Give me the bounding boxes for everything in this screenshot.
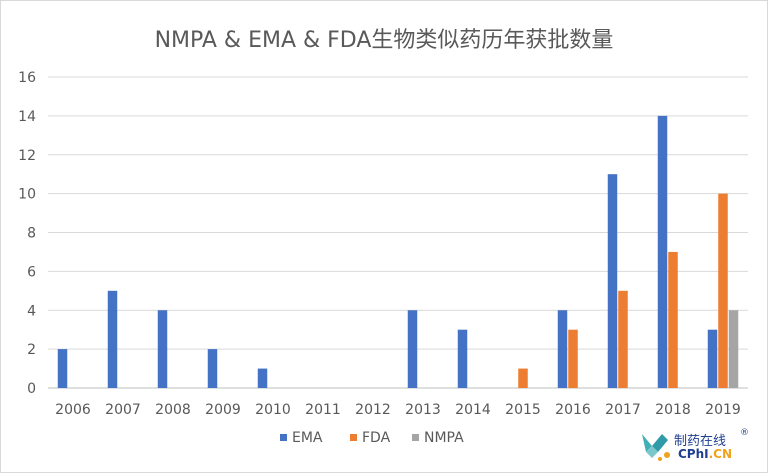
bar-ema-2013 [407, 310, 418, 388]
bar-ema-2014 [457, 329, 468, 388]
x-tick-label: 2014 [455, 402, 491, 418]
bar-ema-2009 [207, 349, 218, 388]
y-tick-label: 0 [27, 381, 36, 397]
logo-text-en: CPhI.CN [678, 447, 732, 461]
legend-swatch-fda [350, 434, 357, 441]
x-tick-label: 2013 [405, 402, 441, 418]
legend-swatch-ema [280, 434, 287, 441]
y-tick-label: 12 [18, 148, 36, 164]
x-tick-label: 2007 [105, 402, 141, 418]
bar-nmpa-2019 [728, 310, 739, 388]
y-tick-label: 4 [27, 303, 36, 319]
x-tick-label: 2011 [305, 402, 341, 418]
x-tick-label: 2010 [255, 402, 291, 418]
x-tick-label: 2018 [655, 402, 691, 418]
x-tick-label: 2008 [155, 402, 191, 418]
bar-ema-2008 [157, 310, 168, 388]
bar-fda-2015 [518, 368, 528, 388]
bar-ema-2019 [707, 329, 718, 388]
y-tick-label: 16 [18, 70, 36, 86]
cphi-logo: 制药在线 ® CPhI.CN [640, 428, 760, 464]
bars [57, 115, 739, 388]
legend-swatch-nmpa [412, 434, 419, 441]
cphi-logo-icon [642, 434, 670, 461]
bar-ema-2007 [107, 290, 118, 388]
x-tick-label: 2017 [605, 402, 641, 418]
y-tick-label: 14 [18, 109, 36, 125]
bar-ema-2010 [257, 368, 268, 388]
x-axis-ticks: 2006 2007 2008 2009 2010 2011 2012 2013 2014 2015… [55, 402, 741, 418]
bar-fda-2016 [568, 329, 578, 388]
y-tick-label: 10 [18, 187, 36, 203]
bar-fda-2017 [618, 290, 628, 388]
x-tick-label: 2019 [705, 402, 741, 418]
legend-label-fda: FDA [362, 430, 391, 446]
gridlines [48, 76, 748, 389]
x-tick-label: 2015 [505, 402, 541, 418]
x-tick-label: 2016 [555, 402, 591, 418]
bar-fda-2019 [718, 193, 728, 388]
logo-text-en-suffix: .CN [708, 447, 733, 461]
legend-label-nmpa: NMPA [424, 430, 464, 446]
legend: EMA FDA NMPA [280, 430, 464, 446]
y-axis-ticks: 0 2 4 6 8 10 12 14 16 [18, 70, 36, 397]
bar-ema-2016 [557, 310, 568, 388]
y-tick-label: 2 [27, 342, 36, 358]
logo-text-cn: 制药在线 [674, 434, 727, 449]
bar-ema-2017 [607, 174, 618, 388]
bar-ema-2006 [57, 349, 68, 388]
logo-registered-mark: ® [740, 428, 749, 438]
chart-title: NMPA & EMA & FDA生物类似药历年获批数量 [154, 28, 614, 53]
legend-label-ema: EMA [292, 430, 323, 446]
x-tick-label: 2006 [55, 402, 91, 418]
x-tick-label: 2009 [205, 402, 241, 418]
y-tick-label: 6 [27, 264, 36, 280]
logo-text-en-main: CPhI [678, 447, 709, 461]
bar-ema-2018 [657, 115, 668, 388]
bar-fda-2018 [668, 251, 678, 388]
x-tick-label: 2012 [355, 402, 391, 418]
y-tick-label: 8 [27, 226, 36, 242]
